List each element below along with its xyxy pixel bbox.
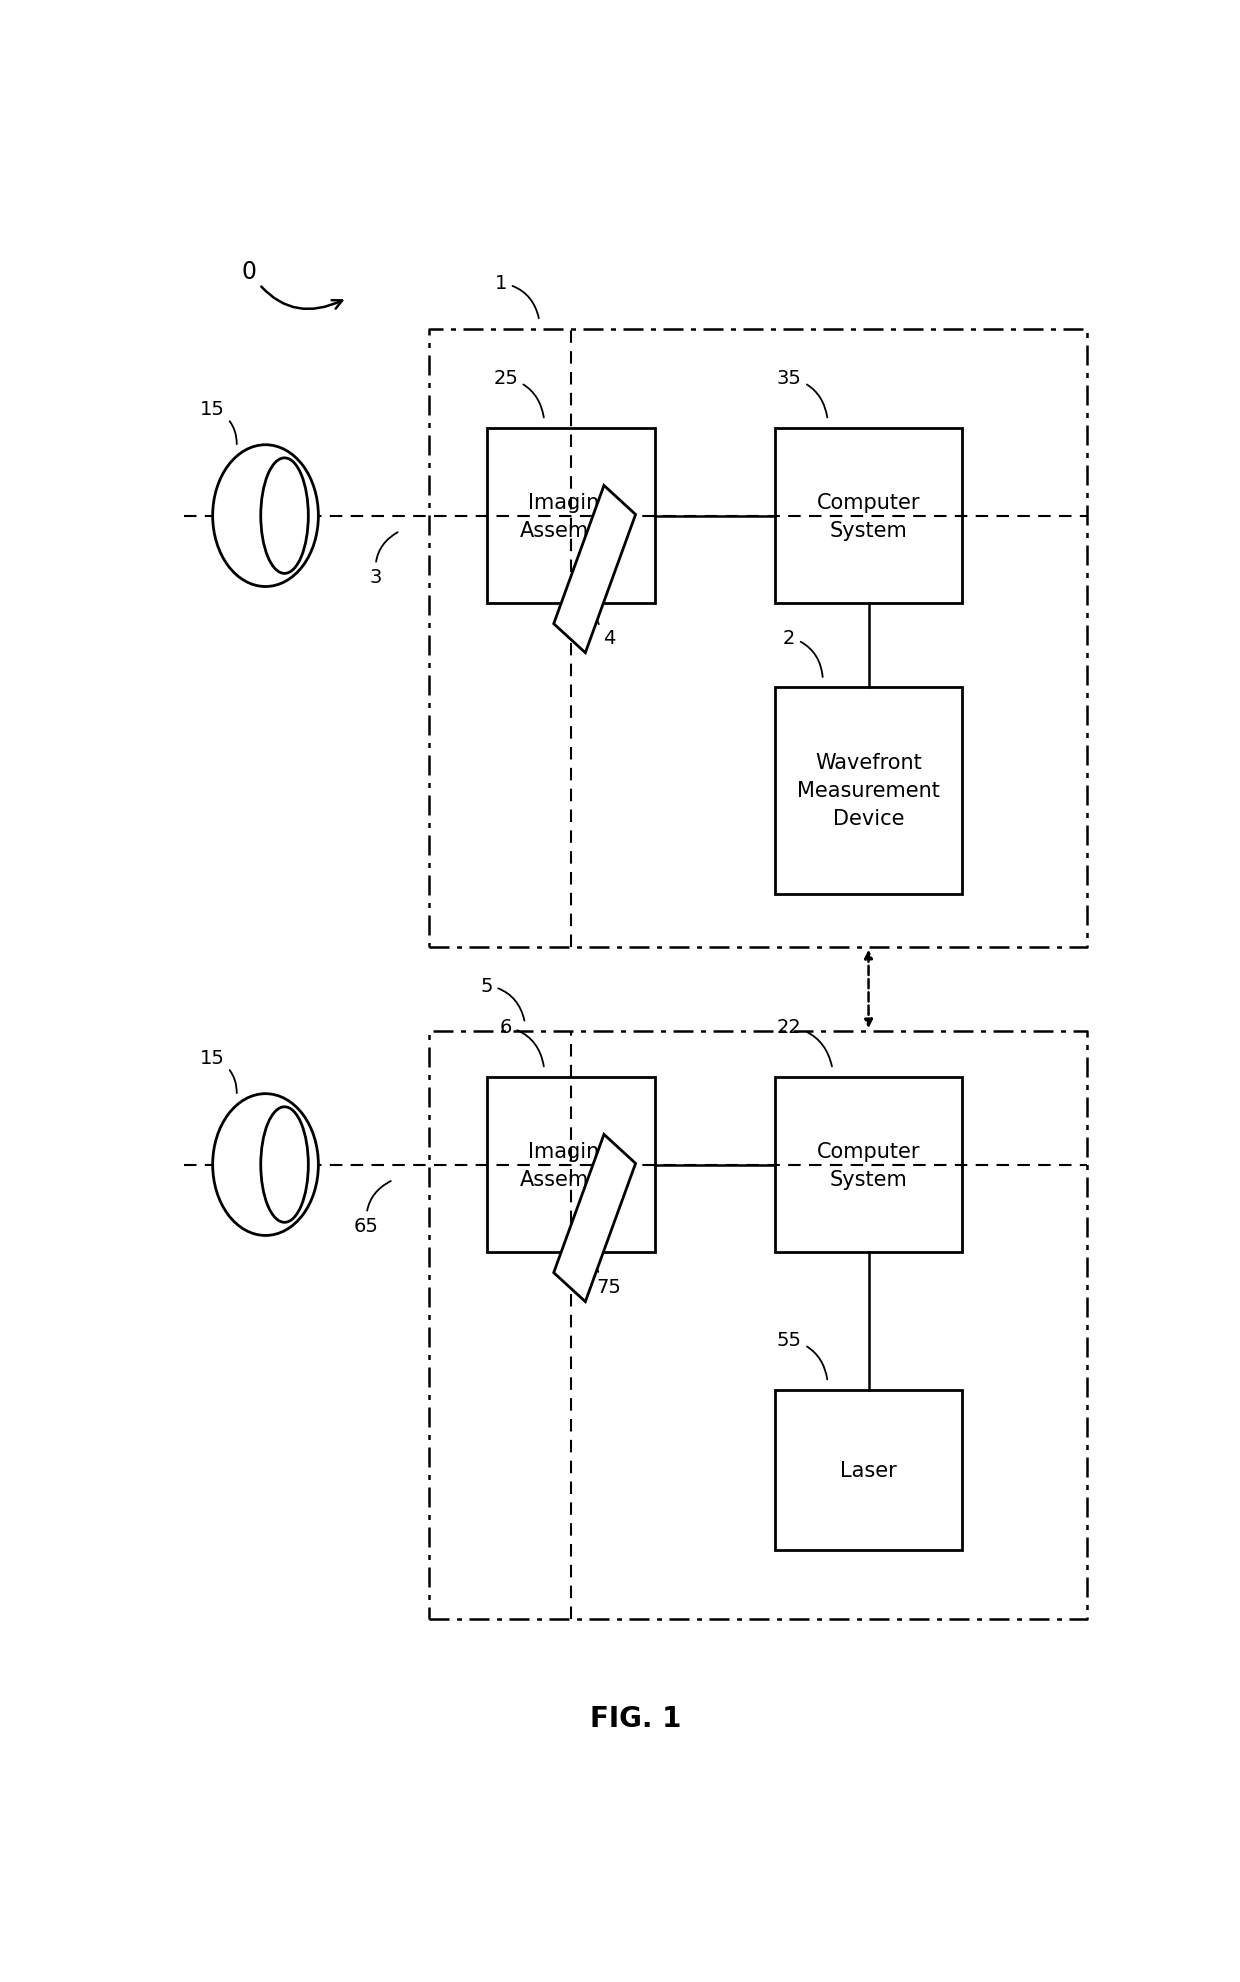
Text: 35: 35: [776, 369, 827, 418]
Text: FIG. 1: FIG. 1: [590, 1705, 681, 1732]
Ellipse shape: [260, 1108, 309, 1223]
Text: 0: 0: [242, 260, 342, 309]
Text: 3: 3: [370, 533, 398, 587]
Text: 6: 6: [500, 1017, 544, 1066]
Text: Computer
System: Computer System: [817, 1142, 920, 1189]
Polygon shape: [554, 486, 636, 654]
Bar: [775, 428, 962, 605]
Polygon shape: [554, 1136, 636, 1302]
Bar: [486, 428, 655, 605]
Text: 22: 22: [777, 1017, 832, 1066]
Ellipse shape: [213, 446, 319, 587]
Ellipse shape: [213, 1094, 319, 1237]
Text: 4: 4: [595, 595, 615, 648]
Text: 5: 5: [480, 977, 525, 1021]
Text: 55: 55: [776, 1330, 827, 1379]
Bar: [775, 1389, 962, 1550]
Bar: [486, 1078, 655, 1253]
Text: 65: 65: [353, 1181, 391, 1235]
Bar: [775, 1078, 962, 1253]
Bar: [775, 688, 962, 894]
Text: 25: 25: [494, 369, 544, 418]
Text: Computer
System: Computer System: [817, 492, 920, 541]
Text: 15: 15: [200, 1048, 237, 1094]
Text: 2: 2: [784, 628, 822, 678]
Text: 75: 75: [595, 1245, 621, 1296]
Text: Wavefront
Measurement
Device: Wavefront Measurement Device: [797, 753, 940, 828]
Text: 15: 15: [200, 400, 237, 444]
Text: Imaging
Assembly: Imaging Assembly: [521, 1142, 621, 1189]
Ellipse shape: [260, 458, 309, 575]
Text: Imaging
Assembly: Imaging Assembly: [521, 492, 621, 541]
Text: 1: 1: [495, 274, 539, 319]
Text: Laser: Laser: [841, 1461, 897, 1481]
